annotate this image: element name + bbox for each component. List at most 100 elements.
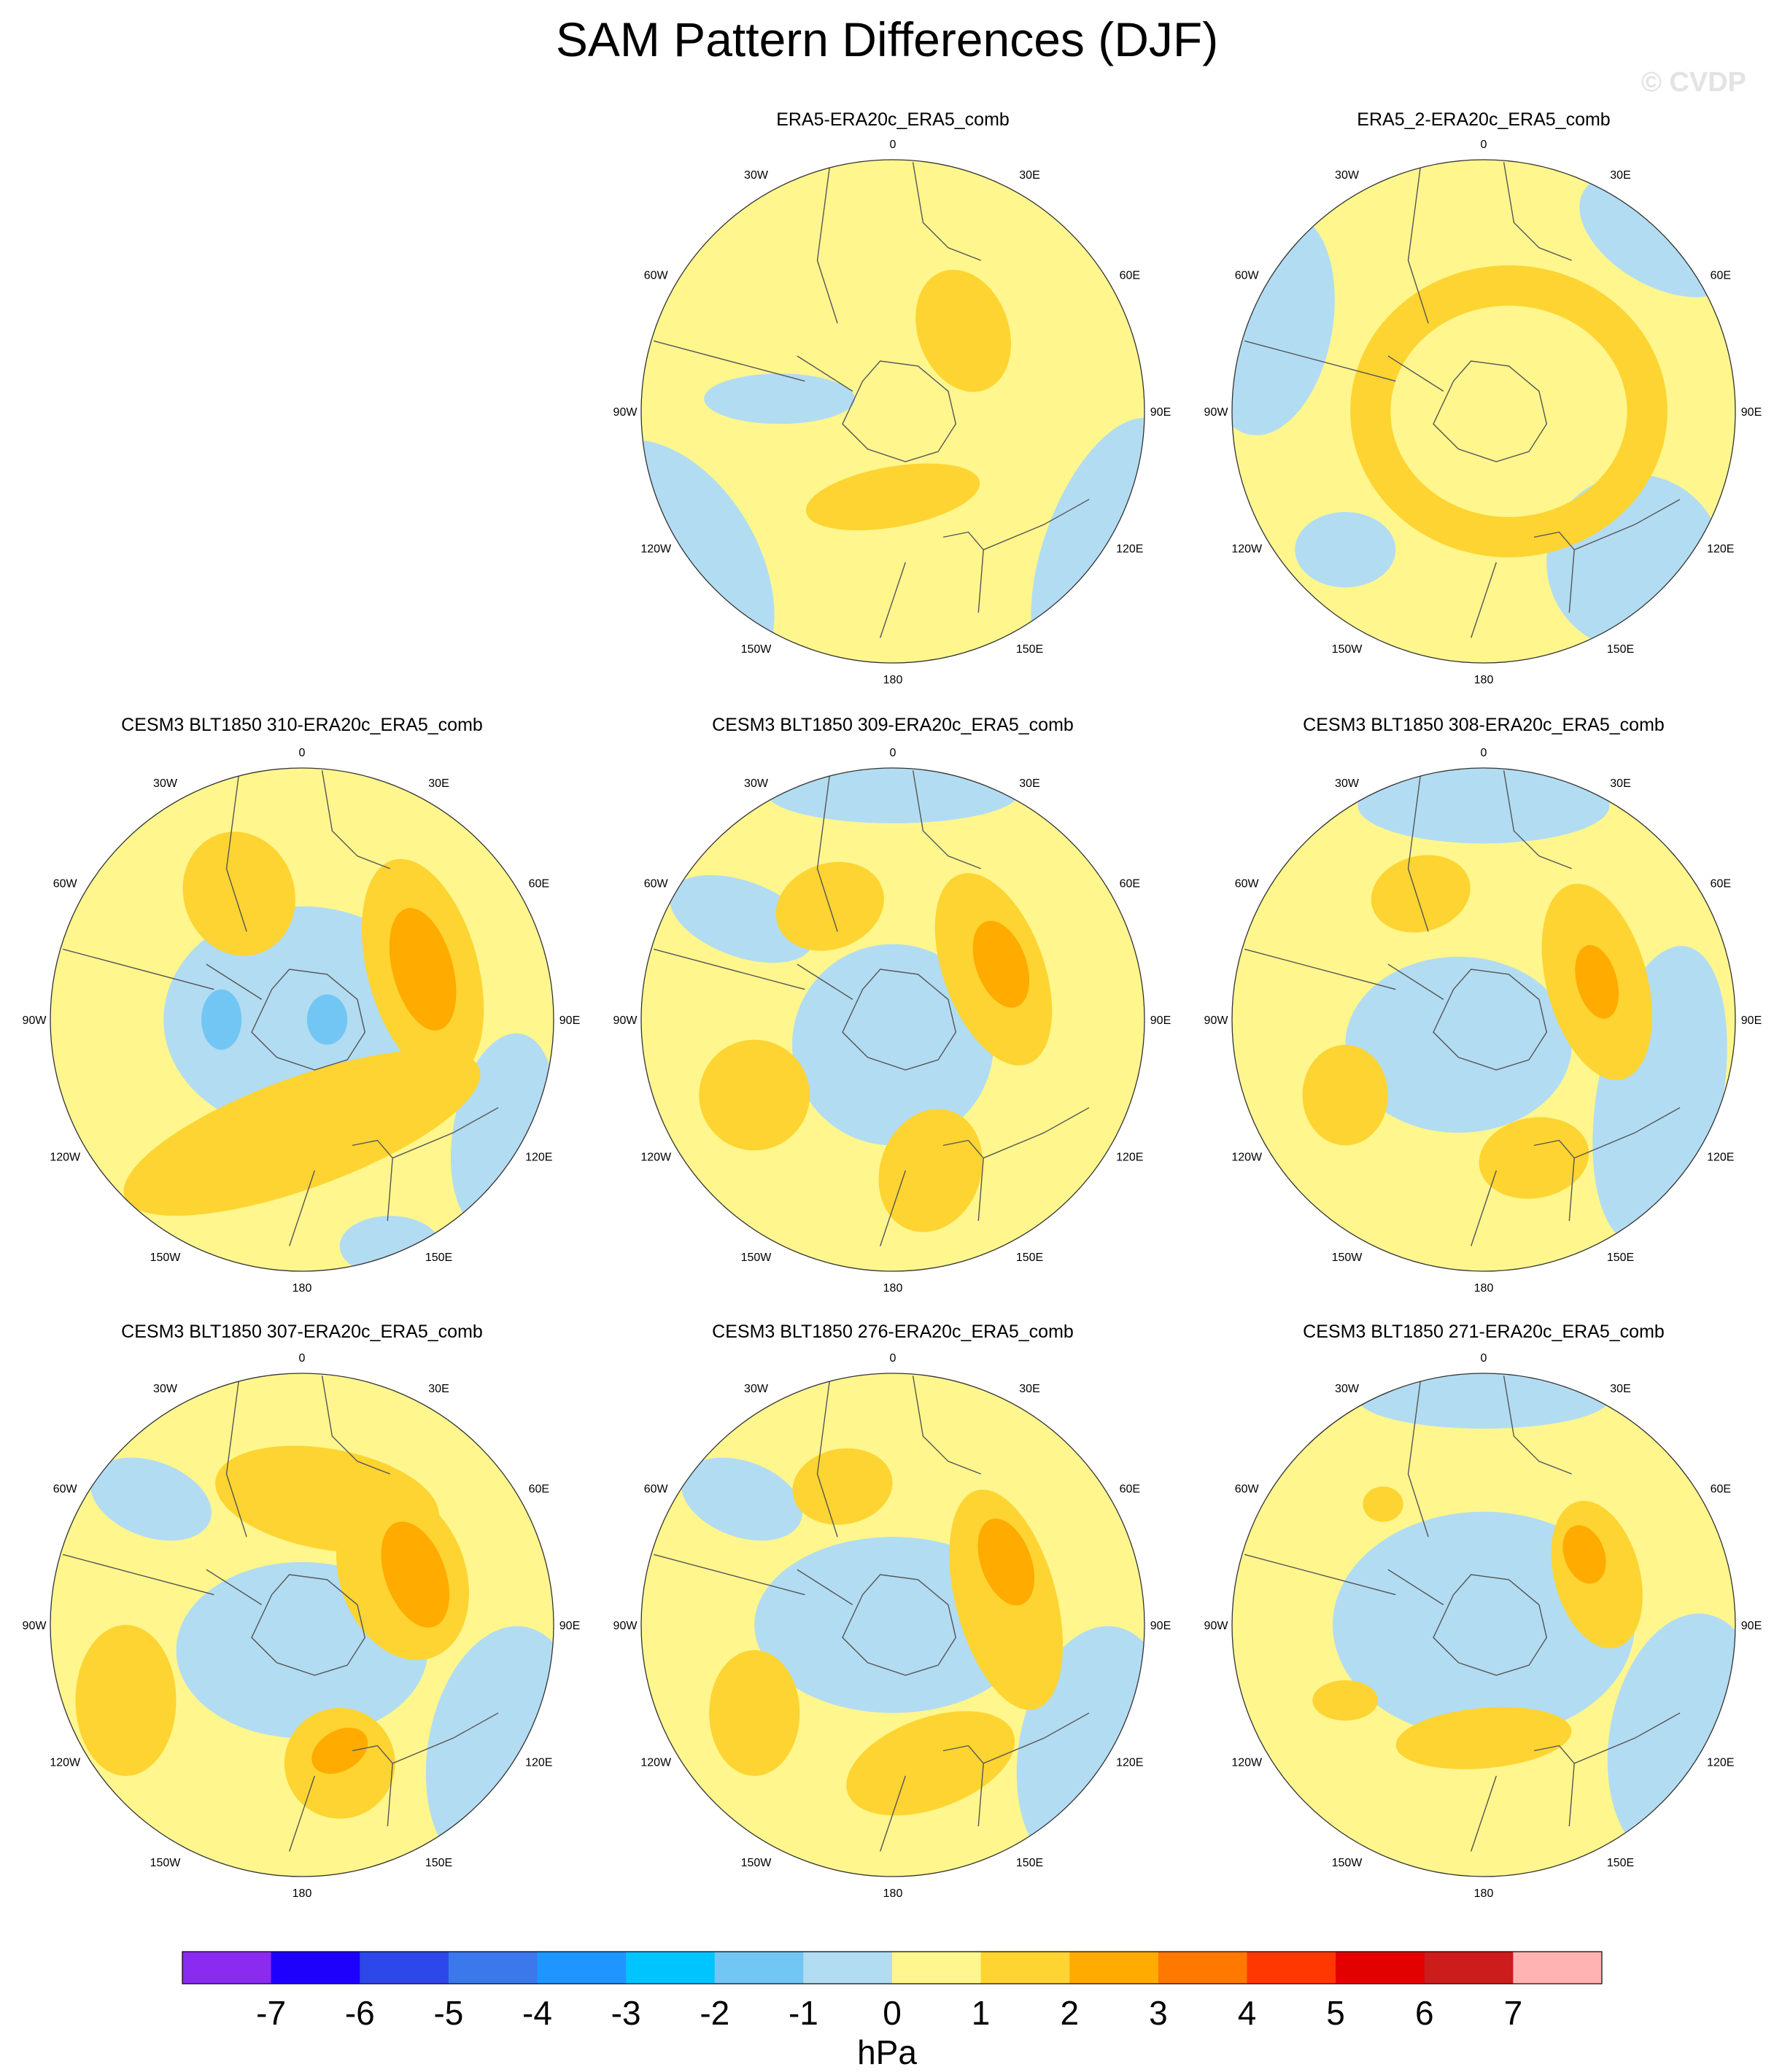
longitude-label: 60W — [644, 1483, 669, 1496]
longitude-label: 120E — [1707, 543, 1734, 556]
longitude-label: 180 — [883, 1282, 903, 1295]
map-frame — [50, 1373, 554, 1877]
longitude-label: 60W — [1235, 1483, 1260, 1496]
panel-title: CESM3 BLT1850 276-ERA20c_ERA5_comb — [712, 1322, 1074, 1342]
colorbar-tick-label: -3 — [611, 1994, 641, 2032]
colorbar-tick-label: -2 — [700, 1994, 729, 2032]
contour-anomaly — [1302, 1044, 1388, 1146]
longitude-label: 180 — [1474, 1887, 1494, 1900]
longitude-label: 150E — [425, 1252, 452, 1264]
longitude-label: 90E — [1150, 1014, 1171, 1027]
colorbar-swatch — [626, 1952, 716, 1984]
longitude-label: 90W — [613, 1014, 638, 1027]
longitude-label: 60W — [53, 878, 78, 891]
colorbar-tick-label: -5 — [433, 1994, 463, 2032]
longitude-label: 30E — [1019, 1383, 1039, 1395]
map-frame — [1231, 1373, 1736, 1877]
longitude-label: 90E — [1150, 406, 1171, 419]
contour-anomaly — [1479, 1117, 1589, 1199]
contour-anomaly — [389, 908, 457, 1031]
longitude-label: 30W — [153, 777, 178, 790]
longitude-label: 150W — [1332, 1252, 1363, 1264]
colorbar-swatch — [182, 1952, 272, 1984]
longitude-label: 120E — [525, 1152, 552, 1164]
contour-anomaly — [182, 831, 295, 956]
longitude-label: 150E — [425, 1857, 452, 1869]
longitude-label: 30W — [744, 169, 769, 182]
colorbar-swatch — [1336, 1952, 1425, 1984]
longitude-label: 90E — [559, 1014, 580, 1027]
contour-anomaly — [1395, 1707, 1572, 1769]
polar-map: 0 30E 60E 90E 120E 150E 180 150W 120W 90W 60W 30W — [1204, 1352, 1762, 1900]
longitude-label: 150E — [1607, 1857, 1634, 1869]
longitude-label: 150W — [741, 643, 772, 656]
longitude-label: 30E — [1610, 777, 1630, 790]
colorbar-swatch — [1513, 1952, 1603, 1984]
colorbar-swatch — [271, 1952, 360, 1984]
longitude-label: 120W — [640, 543, 672, 556]
colorbar-swatch — [803, 1952, 893, 1984]
colorbar-swatch — [1247, 1952, 1336, 1984]
colorbar-tick-label: 4 — [1238, 1994, 1257, 2032]
longitude-label: 150W — [1332, 1857, 1363, 1869]
polar-map: 0 30E 60E 90E 120E 150E 180 150W 120W 90W 60W 30W — [23, 1352, 581, 1900]
longitude-label: 90W — [613, 1620, 638, 1632]
contour-anomaly — [878, 1109, 983, 1233]
longitude-label: 60E — [1711, 878, 1731, 891]
longitude-label: 60E — [529, 1483, 549, 1496]
longitude-label: 120E — [525, 1757, 552, 1769]
contour-anomaly — [792, 1448, 893, 1525]
colorbar-swatch — [1158, 1952, 1248, 1984]
colorbar-swatch — [714, 1952, 804, 1984]
longitude-label: 120E — [1116, 1152, 1143, 1164]
coastline — [654, 770, 1090, 1246]
longitude-label: 90W — [23, 1014, 47, 1027]
longitude-label: 0 — [299, 1352, 306, 1365]
longitude-label: 150W — [741, 1252, 772, 1264]
longitude-label: 90E — [559, 1620, 580, 1632]
contour-anomaly — [699, 1039, 810, 1151]
longitude-label: 0 — [299, 747, 306, 759]
polar-map: 0 30E 60E 90E 120E 150E 180 150W 120W 90W 60W 30W — [613, 747, 1171, 1295]
contour-anomaly — [972, 920, 1030, 1008]
colorbar-tick-label: -7 — [256, 1994, 286, 2032]
coastline — [654, 162, 1090, 638]
colorbar-tick-label: -1 — [789, 1994, 818, 2032]
longitude-label: 120W — [50, 1757, 81, 1769]
polar-map: 0 30E 60E 90E 120E 150E 180 150W 120W 90W 60W 30W — [613, 1352, 1171, 1900]
map-frame — [50, 767, 554, 1272]
longitude-label: 30E — [428, 1383, 449, 1395]
longitude-label: 150E — [1016, 1252, 1043, 1264]
longitude-label: 150E — [1607, 643, 1634, 656]
panel-title: CESM3 BLT1850 310-ERA20c_ERA5_comb — [121, 715, 483, 735]
longitude-label: 120E — [1707, 1152, 1734, 1164]
longitude-label: 180 — [1474, 1282, 1494, 1295]
longitude-label: 120W — [640, 1152, 672, 1164]
longitude-label: 90W — [1204, 1620, 1229, 1632]
longitude-label: 90W — [1204, 1014, 1229, 1027]
contour-anomaly — [339, 1216, 441, 1271]
longitude-label: 120W — [50, 1152, 81, 1164]
contour-anomaly — [704, 373, 856, 424]
contour-anomaly — [90, 1457, 212, 1541]
longitude-label: 60W — [644, 878, 669, 891]
longitude-label: 120W — [1231, 543, 1263, 556]
contour-anomaly — [311, 1727, 368, 1774]
longitude-label: 0 — [1481, 747, 1487, 759]
colorbar-swatch — [537, 1952, 627, 1984]
longitude-label: 60E — [529, 878, 549, 891]
colorbar-unit: hPa — [857, 2033, 917, 2071]
longitude-label: 90W — [1204, 406, 1229, 419]
contour-anomaly — [201, 989, 242, 1050]
longitude-label: 150E — [1607, 1252, 1634, 1264]
longitude-label: 30E — [1019, 777, 1039, 790]
longitude-label: 180 — [1474, 674, 1494, 686]
longitude-label: 0 — [890, 139, 896, 151]
colorbar-tick-label: 1 — [972, 1994, 991, 2032]
longitude-label: 120E — [1116, 543, 1143, 556]
colorbar-tick-label: 2 — [1061, 1994, 1080, 2032]
colorbar-swatch — [892, 1952, 982, 1984]
longitude-label: 30W — [744, 1383, 769, 1395]
watermark: © CVDP — [1641, 67, 1746, 98]
panel-title: ERA5_2-ERA20c_ERA5_comb — [1357, 109, 1611, 130]
